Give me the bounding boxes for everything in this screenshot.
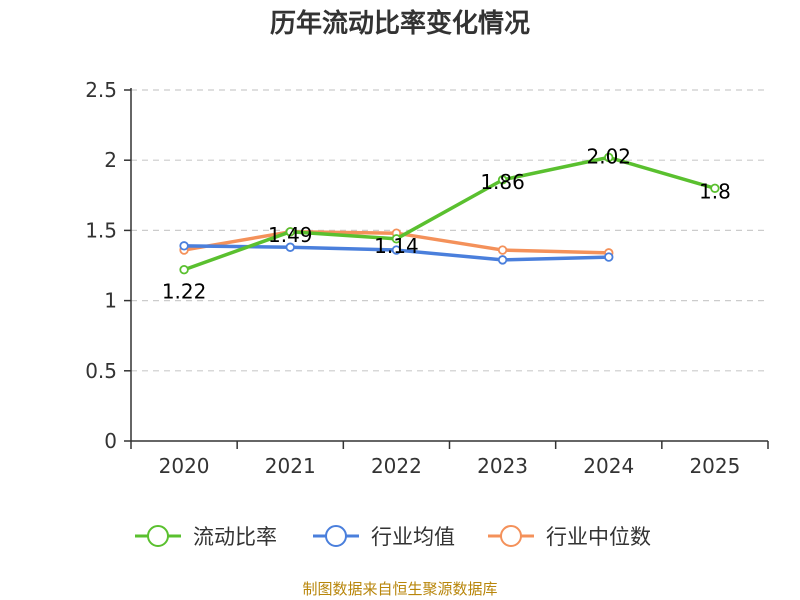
data-label: 1.22 bbox=[162, 280, 207, 304]
legend-swatch-marker bbox=[325, 525, 347, 547]
data-point[interactable] bbox=[497, 255, 508, 265]
x-tick-label: 2023 bbox=[477, 454, 528, 478]
series-layer bbox=[179, 152, 720, 275]
grid-lines bbox=[131, 89, 768, 372]
data-label: 2.02 bbox=[586, 144, 631, 168]
data-label: 1.49 bbox=[268, 223, 313, 247]
series-line bbox=[182, 155, 717, 272]
x-tick-label: 2021 bbox=[265, 454, 316, 478]
legend-item[interactable]: 行业中位数 bbox=[488, 525, 651, 549]
data-point[interactable] bbox=[391, 234, 402, 244]
legend[interactable]: 流动比率 行业均值 行业中位数 bbox=[135, 525, 651, 549]
data-point[interactable] bbox=[391, 245, 402, 255]
y-tick-label: 0.5 bbox=[85, 359, 117, 383]
data-point[interactable] bbox=[179, 265, 189, 275]
y-tick-label: 1.5 bbox=[85, 218, 117, 242]
x-tick-label: 2024 bbox=[583, 454, 634, 478]
data-label: 1.8 bbox=[699, 179, 731, 203]
data-label: 1.14 bbox=[374, 234, 419, 258]
data-point[interactable] bbox=[285, 227, 295, 237]
x-tick-label: 2025 bbox=[689, 454, 740, 478]
data-point[interactable] bbox=[604, 252, 614, 262]
data-point[interactable] bbox=[604, 152, 614, 163]
legend-label: 行业均值 bbox=[371, 525, 455, 549]
legend-item[interactable]: 行业均值 bbox=[313, 525, 455, 549]
data-point[interactable] bbox=[179, 241, 189, 251]
data-label: 1.86 bbox=[480, 170, 525, 194]
data-point[interactable] bbox=[497, 175, 508, 185]
y-tick-label: 1 bbox=[104, 289, 117, 313]
source-note: 制图数据来自恒生聚源数据库 bbox=[302, 580, 497, 598]
data-labels: 1.22 1.49 1.14 1.86 2.02 1.8 bbox=[162, 144, 731, 303]
x-tick-label: 2020 bbox=[159, 454, 210, 478]
data-point[interactable] bbox=[497, 245, 508, 255]
legend-label: 流动比率 bbox=[193, 525, 277, 549]
y-tick-label: 0 bbox=[104, 429, 117, 453]
legend-swatch-marker bbox=[147, 525, 169, 547]
legend-item[interactable]: 流动比率 bbox=[135, 525, 277, 549]
x-tick-label: 2022 bbox=[371, 454, 422, 478]
axes: 0 0.5 1 1.5 2 2.5 2020 2021 2022 2023 2024 2025 bbox=[85, 78, 769, 478]
y-tick-label: 2.5 bbox=[85, 78, 117, 102]
data-point[interactable] bbox=[710, 183, 720, 193]
legend-label: 行业中位数 bbox=[546, 525, 651, 549]
chart-title: 历年流动比率变化情况 bbox=[270, 8, 530, 39]
y-tick-label: 2 bbox=[104, 148, 117, 172]
data-point[interactable] bbox=[285, 242, 295, 252]
legend-swatch-marker bbox=[500, 525, 522, 547]
